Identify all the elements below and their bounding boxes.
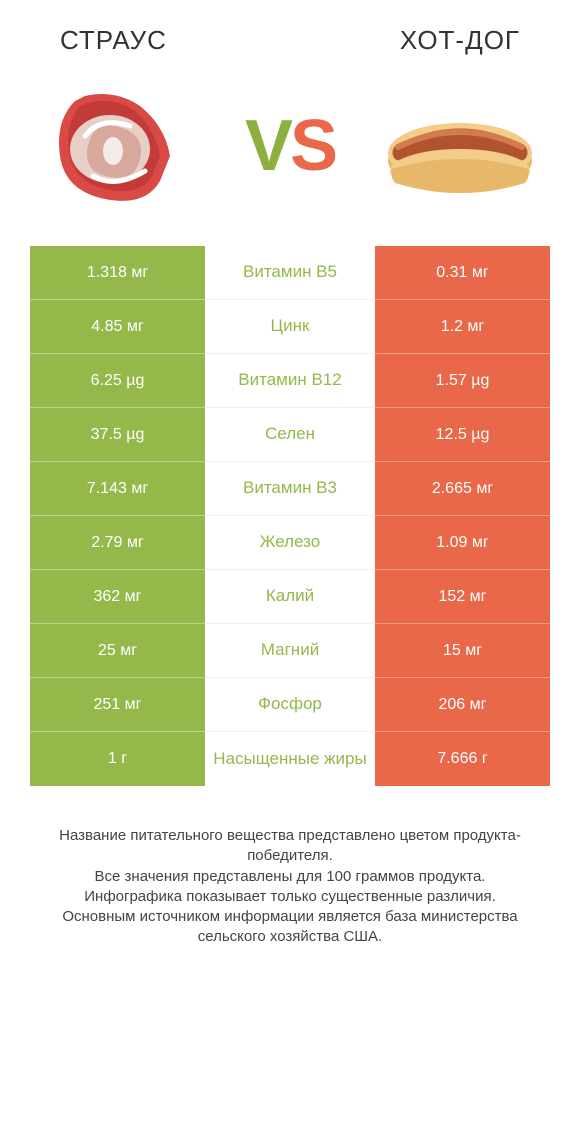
cell-left: 37.5 µg	[30, 408, 205, 462]
table-row: 362 мгКалий152 мг	[30, 570, 550, 624]
table-row: 6.25 µgВитамин B121.57 µg	[30, 354, 550, 408]
cell-nutrient: Калий	[205, 570, 375, 624]
food-image-left	[40, 76, 200, 216]
header-row: СТРАУС ХОТ-ДОГ	[0, 0, 580, 66]
cell-right: 1.09 мг	[375, 516, 550, 570]
food-image-right	[380, 76, 540, 216]
cell-nutrient: Витамин B3	[205, 462, 375, 516]
table-row: 37.5 µgСелен12.5 µg	[30, 408, 550, 462]
meat-icon	[45, 81, 195, 211]
cell-nutrient: Насыщенные жиры	[205, 732, 375, 786]
cell-right: 1.57 µg	[375, 354, 550, 408]
table-row: 1.318 мгВитамин B50.31 мг	[30, 246, 550, 300]
cell-nutrient: Железо	[205, 516, 375, 570]
table-row: 1 гНасыщенные жиры7.666 г	[30, 732, 550, 786]
cell-right: 12.5 µg	[375, 408, 550, 462]
hotdog-icon	[380, 91, 540, 201]
title-right: ХОТ-ДОГ	[400, 25, 520, 56]
footer-line: Название питательного вещества представл…	[30, 826, 550, 867]
table-row: 2.79 мгЖелезо1.09 мг	[30, 516, 550, 570]
footer-line: Основным источником информации является …	[30, 907, 550, 948]
cell-left: 1 г	[30, 732, 205, 786]
footer-line: Инфографика показывает только существенн…	[30, 887, 550, 907]
cell-right: 15 мг	[375, 624, 550, 678]
table-row: 25 мгМагний15 мг	[30, 624, 550, 678]
cell-right: 7.666 г	[375, 732, 550, 786]
cell-nutrient: Магний	[205, 624, 375, 678]
cell-nutrient: Фосфор	[205, 678, 375, 732]
footer-text: Название питательного вещества представл…	[0, 786, 580, 948]
footer-line: Все значения представлены для 100 граммо…	[30, 867, 550, 887]
comparison-table: 1.318 мгВитамин B50.31 мг4.85 мгЦинк1.2 …	[0, 246, 580, 786]
images-row: VS	[0, 66, 580, 246]
cell-right: 2.665 мг	[375, 462, 550, 516]
table-row: 4.85 мгЦинк1.2 мг	[30, 300, 550, 354]
cell-right: 152 мг	[375, 570, 550, 624]
cell-nutrient: Витамин B12	[205, 354, 375, 408]
cell-left: 25 мг	[30, 624, 205, 678]
cell-nutrient: Витамин B5	[205, 246, 375, 300]
cell-left: 362 мг	[30, 570, 205, 624]
cell-left: 7.143 мг	[30, 462, 205, 516]
vs-s: S	[290, 106, 335, 186]
vs-label: VS	[245, 105, 335, 187]
table-row: 7.143 мгВитамин B32.665 мг	[30, 462, 550, 516]
cell-nutrient: Селен	[205, 408, 375, 462]
cell-left: 2.79 мг	[30, 516, 205, 570]
cell-nutrient: Цинк	[205, 300, 375, 354]
title-left: СТРАУС	[60, 25, 167, 56]
cell-right: 206 мг	[375, 678, 550, 732]
vs-v: V	[245, 106, 290, 186]
cell-left: 1.318 мг	[30, 246, 205, 300]
cell-left: 251 мг	[30, 678, 205, 732]
cell-right: 1.2 мг	[375, 300, 550, 354]
table-row: 251 мгФосфор206 мг	[30, 678, 550, 732]
cell-left: 4.85 мг	[30, 300, 205, 354]
cell-left: 6.25 µg	[30, 354, 205, 408]
cell-right: 0.31 мг	[375, 246, 550, 300]
